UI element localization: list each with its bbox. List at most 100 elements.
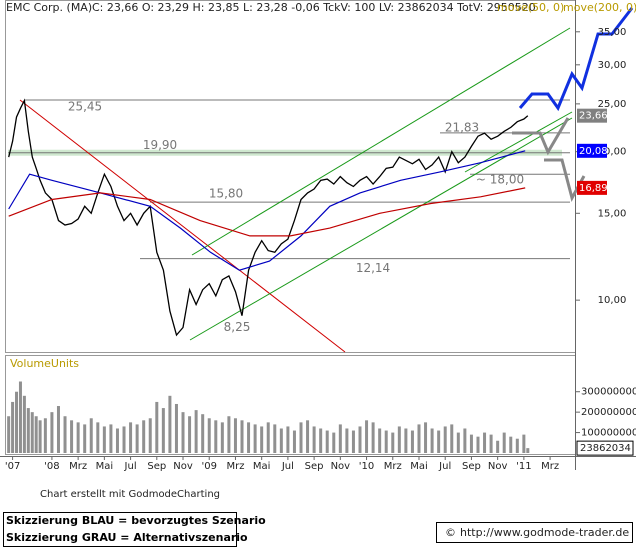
volume-bar (456, 432, 460, 453)
volume-bar (292, 430, 296, 453)
volume-bar (102, 426, 106, 453)
x-tick-label: Nov (331, 461, 351, 472)
volume-bar (50, 412, 54, 453)
scenario-gray-1 (512, 117, 570, 156)
volume-bar (526, 448, 530, 453)
volume-bar (115, 428, 119, 453)
volume-bar (351, 430, 355, 453)
y-tick-label: 15,00 (598, 208, 627, 219)
volume-bar (207, 418, 211, 453)
volume-bar (63, 416, 67, 453)
volume-bar (312, 426, 316, 453)
credit: Chart erstellt mit GodmodeCharting (40, 489, 220, 500)
x-tick-label: Nov (488, 461, 508, 472)
volume-tick-label: 100000000 (581, 428, 636, 439)
volume-bar (122, 426, 126, 453)
x-tick-label: Sep (462, 461, 481, 472)
volume-bar (358, 426, 362, 453)
volume-bar (129, 422, 133, 453)
x-tick-label: Jul (124, 461, 137, 472)
price-label: 23,66 (579, 111, 608, 122)
volume-bar (509, 436, 513, 453)
volume-bar (142, 420, 146, 453)
volume-bar (306, 420, 310, 453)
price-label-box (577, 108, 607, 123)
x-tick-label: Mrz (69, 461, 87, 472)
level-label: 8,25 (224, 320, 251, 334)
volume-bar (26, 408, 30, 453)
volume-bar (325, 430, 329, 453)
x-tick-label: Mai (253, 461, 271, 472)
x-tick-label: Sep (147, 461, 166, 472)
x-tick-label: '08 (44, 461, 59, 472)
url-box (436, 522, 633, 543)
volume-bar (417, 424, 421, 453)
scenario-blue (518, 7, 634, 112)
url[interactable]: http://www.godmode-trader.de (460, 526, 629, 539)
volume-bar (18, 381, 22, 453)
y-tick-label: 10,00 (598, 295, 627, 306)
volume-bar (437, 430, 441, 453)
volume-bar (397, 426, 401, 453)
price-label-box (577, 143, 607, 158)
volume-bar (70, 420, 74, 453)
volume-bar (502, 432, 506, 453)
volume-bar (174, 403, 178, 453)
volume-bar (450, 424, 454, 453)
price-label: 16,89 (579, 183, 608, 194)
volume-label: VolumeUnits (10, 357, 79, 370)
volume-bar (34, 416, 38, 453)
volume-bar (483, 432, 487, 453)
volume-bar (22, 395, 26, 453)
level-label: 15,80 (209, 187, 243, 201)
volume-bar (424, 422, 428, 453)
volume-bar (233, 418, 237, 453)
volume-bar (469, 434, 473, 453)
volume-bar (476, 436, 480, 453)
level-label: 19,90 (143, 138, 177, 152)
volume-bar (345, 428, 349, 453)
y-tick-label: 30,00 (598, 60, 627, 71)
moving-average (8, 150, 526, 271)
y-tick-label: 25,00 (598, 99, 627, 110)
volume-bar (148, 418, 152, 453)
volume-bar (463, 428, 467, 453)
volume-bar (378, 428, 382, 453)
volume-bar (155, 401, 159, 453)
note-gray: Skizzierung GRAU = Alternativszenario (6, 531, 248, 544)
volume-bar (443, 426, 447, 453)
volume-bar (83, 424, 87, 453)
price-label: 20,08 (579, 146, 608, 157)
grid-layer (8, 99, 570, 260)
volume-bar (168, 395, 172, 453)
volume-bar (240, 420, 244, 453)
volume-bar (43, 418, 47, 453)
volume-bar (299, 422, 303, 453)
chart-title: EMC Corp. (MA) (6, 1, 92, 14)
volume-bar (273, 424, 277, 453)
volume-bar (253, 424, 257, 453)
channel-upper-line (191, 27, 571, 256)
y-tick-label: 20,00 (598, 147, 627, 158)
y-tick-label: 35,00 (598, 27, 627, 38)
volume-bar (430, 428, 434, 453)
volume-bar (338, 424, 342, 453)
volume-bar (15, 391, 19, 453)
volume-bar (371, 422, 375, 453)
volume-bar (56, 406, 60, 453)
x-tick-label: Mrz (541, 461, 559, 472)
volume-bar (319, 428, 323, 453)
level-label: 25,45 (68, 100, 102, 114)
notes-box (3, 512, 237, 547)
volume-bar (214, 420, 218, 453)
x-tick-label: Mai (96, 461, 114, 472)
volume-bar (201, 414, 205, 453)
x-tick-label: Mai (410, 461, 428, 472)
volume-bar (161, 408, 165, 453)
volume-bar (410, 430, 414, 453)
volume-bar (220, 422, 224, 453)
level-label: 12,14 (356, 261, 390, 275)
volume-bar (496, 440, 500, 453)
volume-bar (11, 401, 15, 453)
